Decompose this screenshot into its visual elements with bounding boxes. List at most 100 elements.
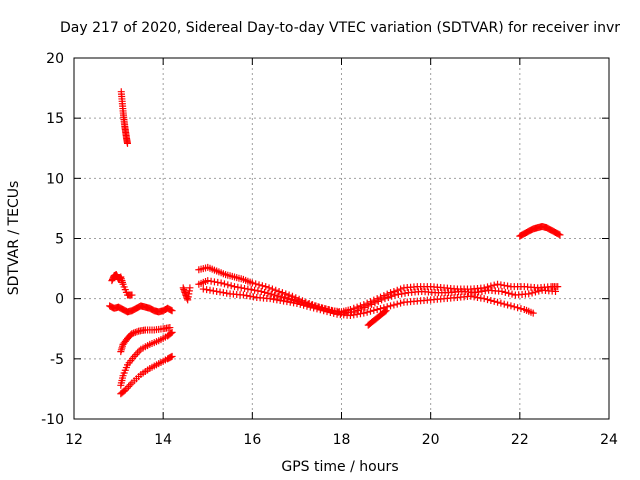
series-main-lower — [199, 285, 537, 320]
data-point — [273, 296, 281, 304]
data-point — [353, 310, 361, 318]
data-point — [134, 349, 142, 357]
data-point — [384, 293, 392, 301]
y-tick-label: 5 — [55, 232, 64, 248]
data-point — [397, 285, 405, 293]
data-point — [378, 296, 386, 304]
data-point — [186, 284, 194, 292]
data-point — [470, 293, 478, 301]
data-point — [487, 296, 495, 304]
series-main-upper — [195, 263, 562, 316]
data-point — [401, 289, 409, 297]
data-point — [272, 286, 280, 294]
data-point — [288, 292, 296, 300]
data-point — [373, 305, 381, 313]
y-tick-label: -5 — [50, 352, 64, 368]
series-main-middle — [195, 277, 559, 317]
data-point — [467, 292, 475, 300]
data-point — [257, 287, 265, 295]
x-axis-label: GPS time / hours — [281, 459, 398, 475]
data-point — [371, 299, 379, 307]
data-point — [487, 282, 495, 290]
data-point — [484, 296, 492, 304]
data-point — [514, 304, 522, 312]
data-point — [507, 302, 515, 310]
data-point — [231, 283, 238, 291]
data-point — [529, 309, 537, 317]
data-point — [243, 292, 251, 300]
data-point — [393, 300, 401, 308]
data-point — [313, 305, 321, 313]
data-point — [377, 305, 385, 313]
data-point — [390, 287, 398, 295]
y-tick-label: 20 — [46, 51, 64, 67]
data-point — [390, 301, 398, 309]
data-point — [364, 302, 372, 310]
data-point — [510, 303, 518, 311]
data-point — [261, 288, 269, 296]
data-point — [262, 283, 270, 291]
data-point — [490, 297, 498, 305]
data-point — [128, 330, 136, 338]
data-point — [275, 287, 283, 295]
data-point — [285, 291, 293, 299]
data-point — [316, 306, 324, 314]
data-points — [106, 88, 564, 398]
x-tick-label: 14 — [154, 432, 172, 448]
data-point — [320, 307, 328, 315]
data-point — [346, 312, 354, 320]
data-point — [268, 285, 276, 293]
data-point — [248, 279, 256, 287]
data-point — [374, 297, 382, 305]
data-point — [484, 283, 492, 291]
data-point — [280, 297, 288, 305]
data-point — [382, 307, 390, 315]
data-point — [531, 288, 539, 296]
data-point — [199, 285, 207, 293]
data-point — [131, 328, 139, 336]
data-point — [204, 277, 212, 285]
data-point — [284, 295, 292, 303]
series-arc-middle — [117, 328, 176, 389]
data-point — [363, 308, 371, 316]
data-point — [498, 287, 506, 295]
data-point — [219, 289, 227, 297]
data-point — [381, 295, 389, 303]
data-point — [473, 293, 481, 301]
data-point — [356, 302, 364, 310]
data-point — [497, 299, 505, 307]
data-point — [251, 286, 259, 294]
data-point — [501, 288, 509, 296]
data-point — [391, 291, 399, 299]
chart-title: Day 217 of 2020, Sidereal Day-to-day VTE… — [60, 20, 620, 36]
series-late-arc — [516, 222, 564, 240]
data-point — [239, 291, 247, 299]
data-point — [271, 291, 279, 299]
y-tick-label: 0 — [55, 292, 64, 308]
data-point — [224, 281, 232, 289]
data-point — [393, 286, 401, 294]
data-point — [217, 279, 225, 287]
data-point — [133, 328, 141, 336]
data-point — [326, 309, 334, 317]
data-point — [477, 294, 485, 302]
data-point — [480, 295, 488, 303]
data-point — [504, 282, 512, 290]
data-point — [166, 324, 174, 332]
data-point — [358, 305, 366, 313]
data-point — [494, 298, 502, 306]
data-point — [508, 290, 516, 298]
data-point — [478, 287, 486, 295]
ticks — [73, 57, 610, 420]
data-point — [264, 289, 272, 297]
data-point — [281, 294, 289, 302]
data-point — [383, 290, 391, 298]
data-point — [167, 329, 175, 337]
data-point — [283, 298, 291, 306]
data-point — [296, 300, 304, 308]
data-point — [303, 302, 311, 310]
data-point — [397, 299, 405, 307]
x-tick-label: 20 — [422, 432, 440, 448]
data-point — [128, 291, 136, 299]
data-point — [265, 284, 273, 292]
